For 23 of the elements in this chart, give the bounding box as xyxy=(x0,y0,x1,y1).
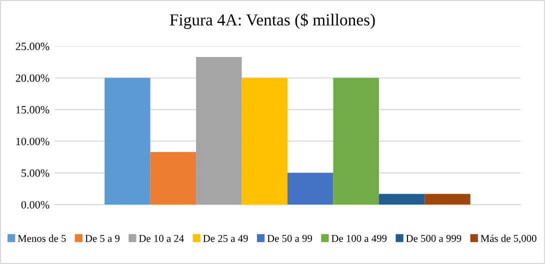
legend-label: De 25 a 49 xyxy=(203,234,248,242)
y-tick-label: 5.00% xyxy=(22,169,50,177)
y-tick-label: 0.00% xyxy=(21,201,50,209)
bar xyxy=(104,78,150,205)
legend-label: De 100 a 499 xyxy=(331,234,387,242)
bar xyxy=(196,56,242,205)
legend-label: De 10 a 24 xyxy=(138,234,184,242)
legend-label: De 500 a 999 xyxy=(406,234,462,242)
y-tick-label: 10.00% xyxy=(16,138,50,146)
bar xyxy=(242,78,288,205)
y-tick-label: 15.00% xyxy=(16,106,50,114)
y-tick-label: 25.00% xyxy=(16,42,50,50)
legend-label: De 50 a 99 xyxy=(267,234,312,242)
bar xyxy=(150,152,196,205)
bar xyxy=(378,194,425,205)
legend-label: De 5 a 9 xyxy=(85,234,120,242)
chart-title: Figura 4A: Ventas ($ millones) xyxy=(170,13,375,29)
legend-label: Menos de 5 xyxy=(18,234,66,242)
legend-label: Más de 5,000 xyxy=(480,234,536,244)
bar xyxy=(424,194,470,205)
bar xyxy=(333,78,379,205)
y-tick-label: 20.00% xyxy=(16,74,50,82)
bar xyxy=(287,172,334,205)
